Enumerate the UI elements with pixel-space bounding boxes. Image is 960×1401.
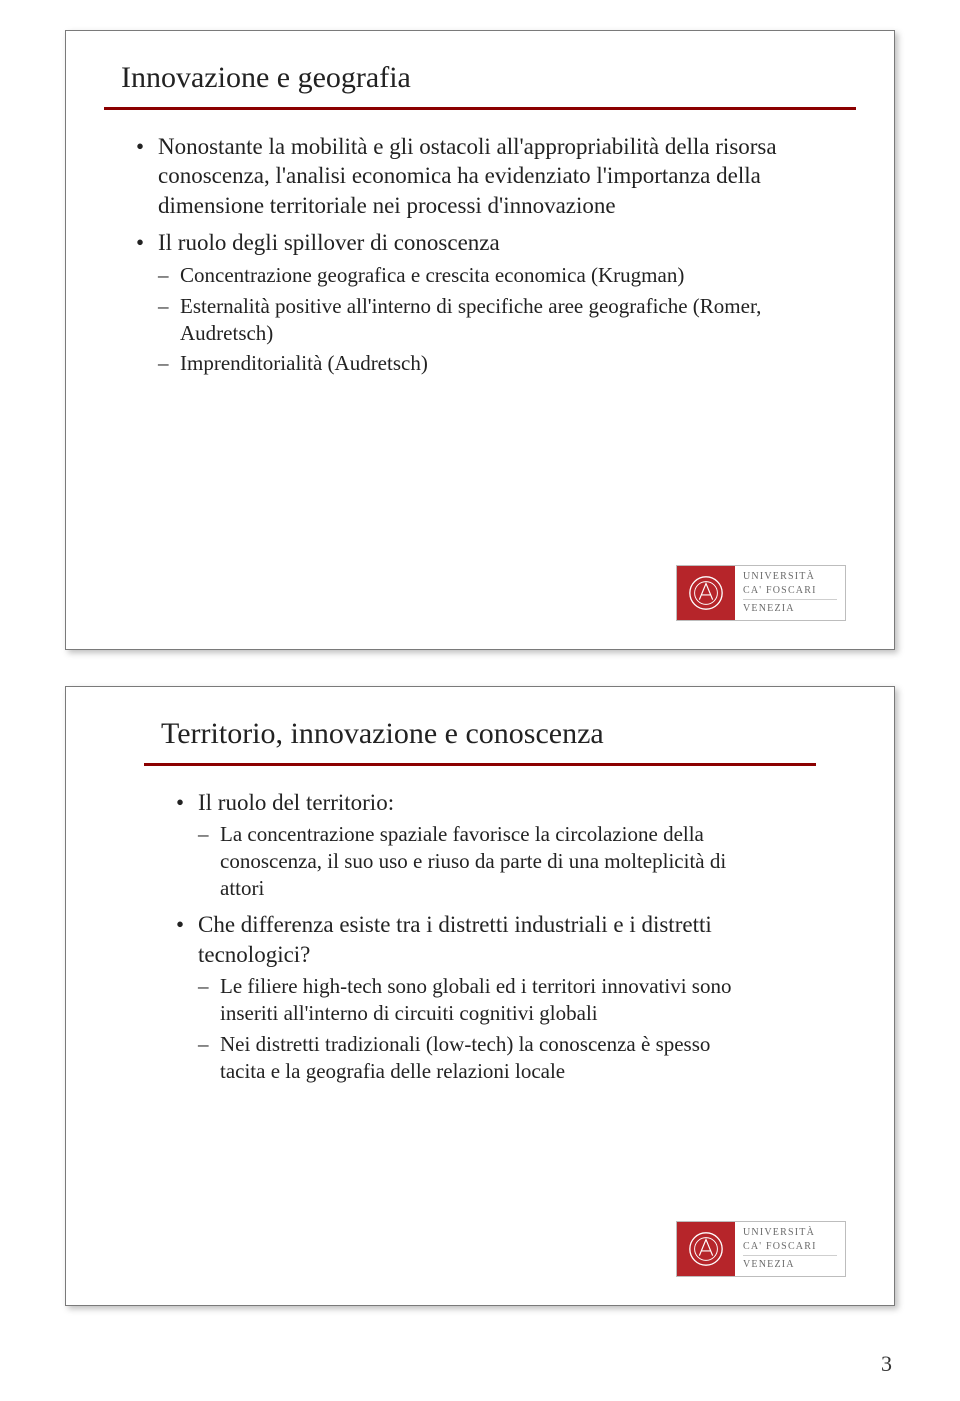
logo-seal [677, 1222, 735, 1276]
bullet-text: Che differenza esiste tra i distretti in… [198, 912, 712, 966]
sub-bullet: Le filiere high-tech sono globali ed i t… [198, 973, 744, 1027]
seal-icon [687, 574, 725, 612]
university-logo: UNIVERSITÀ CA' FOSCARI VENEZIA [676, 565, 846, 621]
logo-seal [677, 566, 735, 620]
slide-1-content: Nonostante la mobilità e gli ostacoli al… [66, 110, 894, 377]
sub-bullet-text: Imprenditorialità (Audretsch) [180, 351, 428, 375]
logo-line-2: CA' FOSCARI [743, 1240, 845, 1254]
sub-bullet-text: Esternalità positive all'interno di spec… [180, 294, 761, 345]
bullet: Nonostante la mobilità e gli ostacoli al… [136, 132, 839, 220]
logo-line-2: CA' FOSCARI [743, 584, 845, 598]
sub-bullet: Nei distretti tradizionali (low-tech) la… [198, 1031, 744, 1085]
sub-bullet-text: La concentrazione spaziale favorisce la … [220, 822, 726, 900]
bullet: Il ruolo del territorio: La concentrazio… [176, 788, 744, 902]
sub-bullet: La concentrazione spaziale favorisce la … [198, 821, 744, 902]
logo-text: UNIVERSITÀ CA' FOSCARI VENEZIA [735, 566, 845, 620]
slide-2-content: Il ruolo del territorio: La concentrazio… [66, 766, 894, 1084]
sub-bullet: Imprenditorialità (Audretsch) [158, 350, 839, 377]
page-number: 3 [881, 1351, 892, 1377]
sub-bullet: Esternalità positive all'interno di spec… [158, 293, 839, 347]
logo-text: UNIVERSITÀ CA' FOSCARI VENEZIA [735, 1222, 845, 1276]
seal-icon [687, 1230, 725, 1268]
sub-bullet-text: Concentrazione geografica e crescita eco… [180, 263, 684, 287]
bullet-text: Nonostante la mobilità e gli ostacoli al… [158, 134, 777, 218]
bullet: Il ruolo degli spillover di conoscenza C… [136, 228, 839, 377]
logo-line-1: UNIVERSITÀ [743, 1226, 845, 1240]
logo-divider [743, 599, 837, 600]
university-logo: UNIVERSITÀ CA' FOSCARI VENEZIA [676, 1221, 846, 1277]
bullet: Che differenza esiste tra i distretti in… [176, 910, 744, 1084]
slide-2: Territorio, innovazione e conoscenza Il … [65, 686, 895, 1306]
page: Innovazione e geografia Nonostante la mo… [0, 0, 960, 1401]
slide-2-title: Territorio, innovazione e conoscenza [66, 687, 894, 763]
bullet-text: Il ruolo del territorio: [198, 790, 394, 815]
bullet-text: Il ruolo degli spillover di conoscenza [158, 230, 500, 255]
logo-line-3: VENEZIA [743, 1258, 845, 1272]
slide-1: Innovazione e geografia Nonostante la mo… [65, 30, 895, 650]
slide-1-title: Innovazione e geografia [66, 31, 894, 107]
logo-line-3: VENEZIA [743, 602, 845, 616]
logo-line-1: UNIVERSITÀ [743, 570, 845, 584]
logo-divider [743, 1255, 837, 1256]
sub-bullet-text: Le filiere high-tech sono globali ed i t… [220, 974, 731, 1025]
sub-bullet: Concentrazione geografica e crescita eco… [158, 262, 839, 289]
sub-bullet-text: Nei distretti tradizionali (low-tech) la… [220, 1032, 710, 1083]
